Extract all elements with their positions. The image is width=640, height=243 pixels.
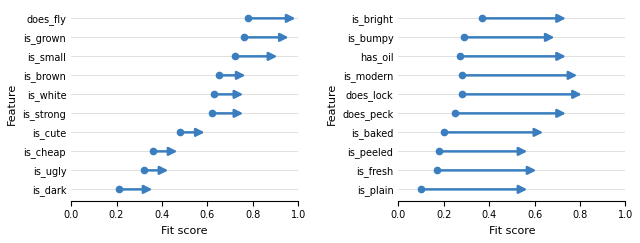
X-axis label: Fit score: Fit score bbox=[161, 226, 208, 236]
X-axis label: Fit score: Fit score bbox=[488, 226, 535, 236]
Y-axis label: Feature: Feature bbox=[7, 83, 17, 125]
Y-axis label: Feature: Feature bbox=[326, 83, 337, 125]
